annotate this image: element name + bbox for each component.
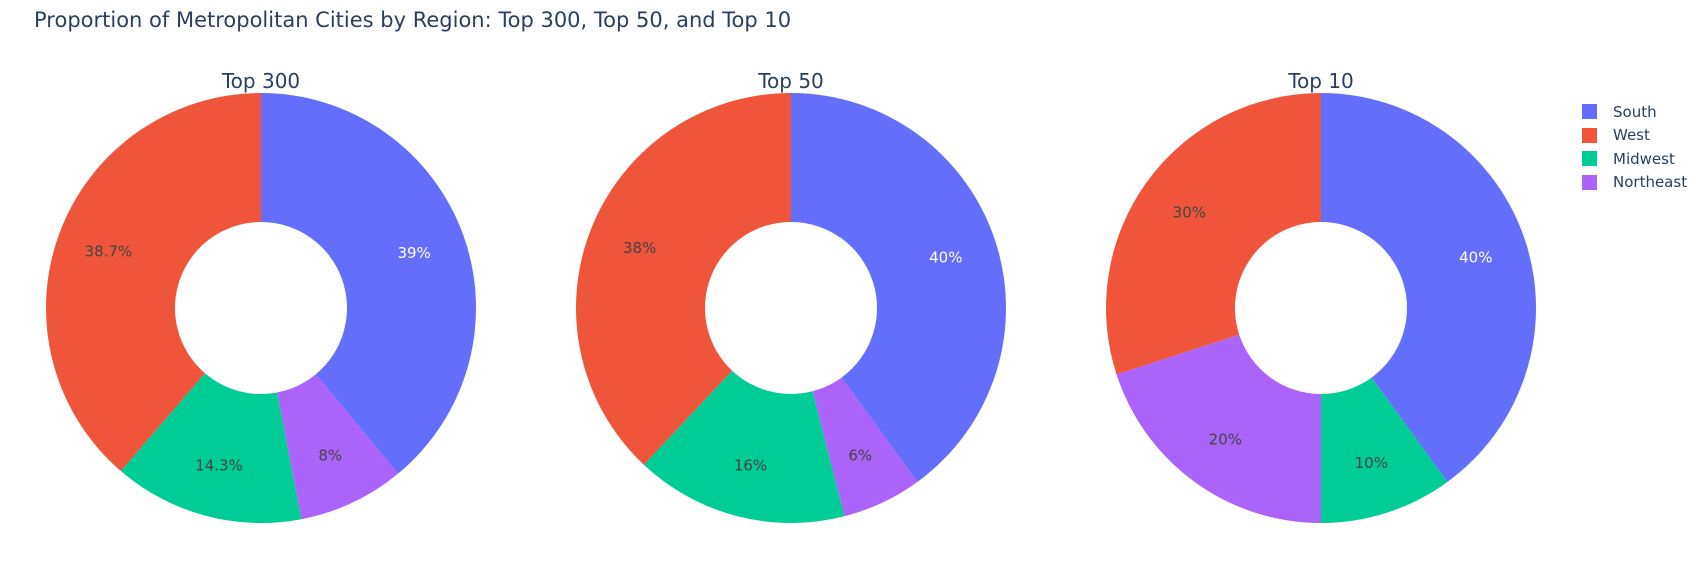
slice-south[interactable] xyxy=(1321,93,1536,482)
legend-label-south: South xyxy=(1613,102,1657,121)
legend: South West Midwest Northeast xyxy=(1582,100,1687,194)
slice-northeast[interactable] xyxy=(812,377,918,517)
slice-label-south: 39% xyxy=(397,244,430,262)
subplot-title: Top 10 xyxy=(1287,69,1354,93)
slice-west[interactable] xyxy=(576,93,791,465)
slice-label-midwest: 14.3% xyxy=(195,456,243,474)
legend-item-northeast[interactable]: Northeast xyxy=(1582,171,1687,195)
slice-west[interactable] xyxy=(45,93,262,472)
slice-south[interactable] xyxy=(791,93,1006,482)
slice-west[interactable] xyxy=(1106,93,1321,375)
slice-label-west: 30% xyxy=(1173,203,1206,221)
donut-chart-top-10: Top 10 40% 10% 20% 30% xyxy=(1106,69,1536,523)
subplot-title: Top 50 xyxy=(757,69,824,93)
donut-chart-top-300: Top 300 39% 8% 14.3% 38.7% xyxy=(45,69,476,523)
slice-label-midwest: 10% xyxy=(1355,454,1388,472)
legend-label-midwest: Midwest xyxy=(1613,149,1675,168)
slice-label-midwest: 16% xyxy=(734,457,767,475)
slice-northeast[interactable] xyxy=(1116,334,1321,523)
slice-midwest[interactable] xyxy=(1321,377,1448,523)
slice-label-northeast: 20% xyxy=(1209,431,1242,449)
slice-label-west: 38% xyxy=(623,239,656,257)
legend-label-west: West xyxy=(1613,126,1650,145)
legend-swatch-south xyxy=(1582,104,1597,120)
slice-label-northeast: 8% xyxy=(318,446,342,464)
legend-swatch-northeast xyxy=(1582,174,1597,190)
slice-south[interactable] xyxy=(261,93,476,474)
legend-label-northeast: Northeast xyxy=(1613,173,1688,192)
slice-midwest[interactable] xyxy=(643,370,845,523)
slice-northeast[interactable] xyxy=(277,374,399,520)
legend-swatch-west xyxy=(1582,127,1597,143)
slice-midwest[interactable] xyxy=(120,373,302,523)
legend-item-midwest[interactable]: Midwest xyxy=(1582,147,1687,171)
chart-title: Proportion of Metropolitan Cities by Reg… xyxy=(34,8,792,32)
subplot-title: Top 300 xyxy=(221,69,300,93)
legend-item-south[interactable]: South xyxy=(1582,100,1687,124)
slice-label-west: 38.7% xyxy=(85,242,133,260)
slice-label-south: 40% xyxy=(1459,249,1492,267)
slice-label-northeast: 6% xyxy=(848,446,872,464)
slice-label-south: 40% xyxy=(929,249,962,267)
legend-item-west[interactable]: West xyxy=(1582,124,1687,148)
donut-chart-top-50: Top 50 40% 6% 16% 38% xyxy=(576,69,1006,523)
legend-swatch-midwest xyxy=(1582,151,1597,167)
